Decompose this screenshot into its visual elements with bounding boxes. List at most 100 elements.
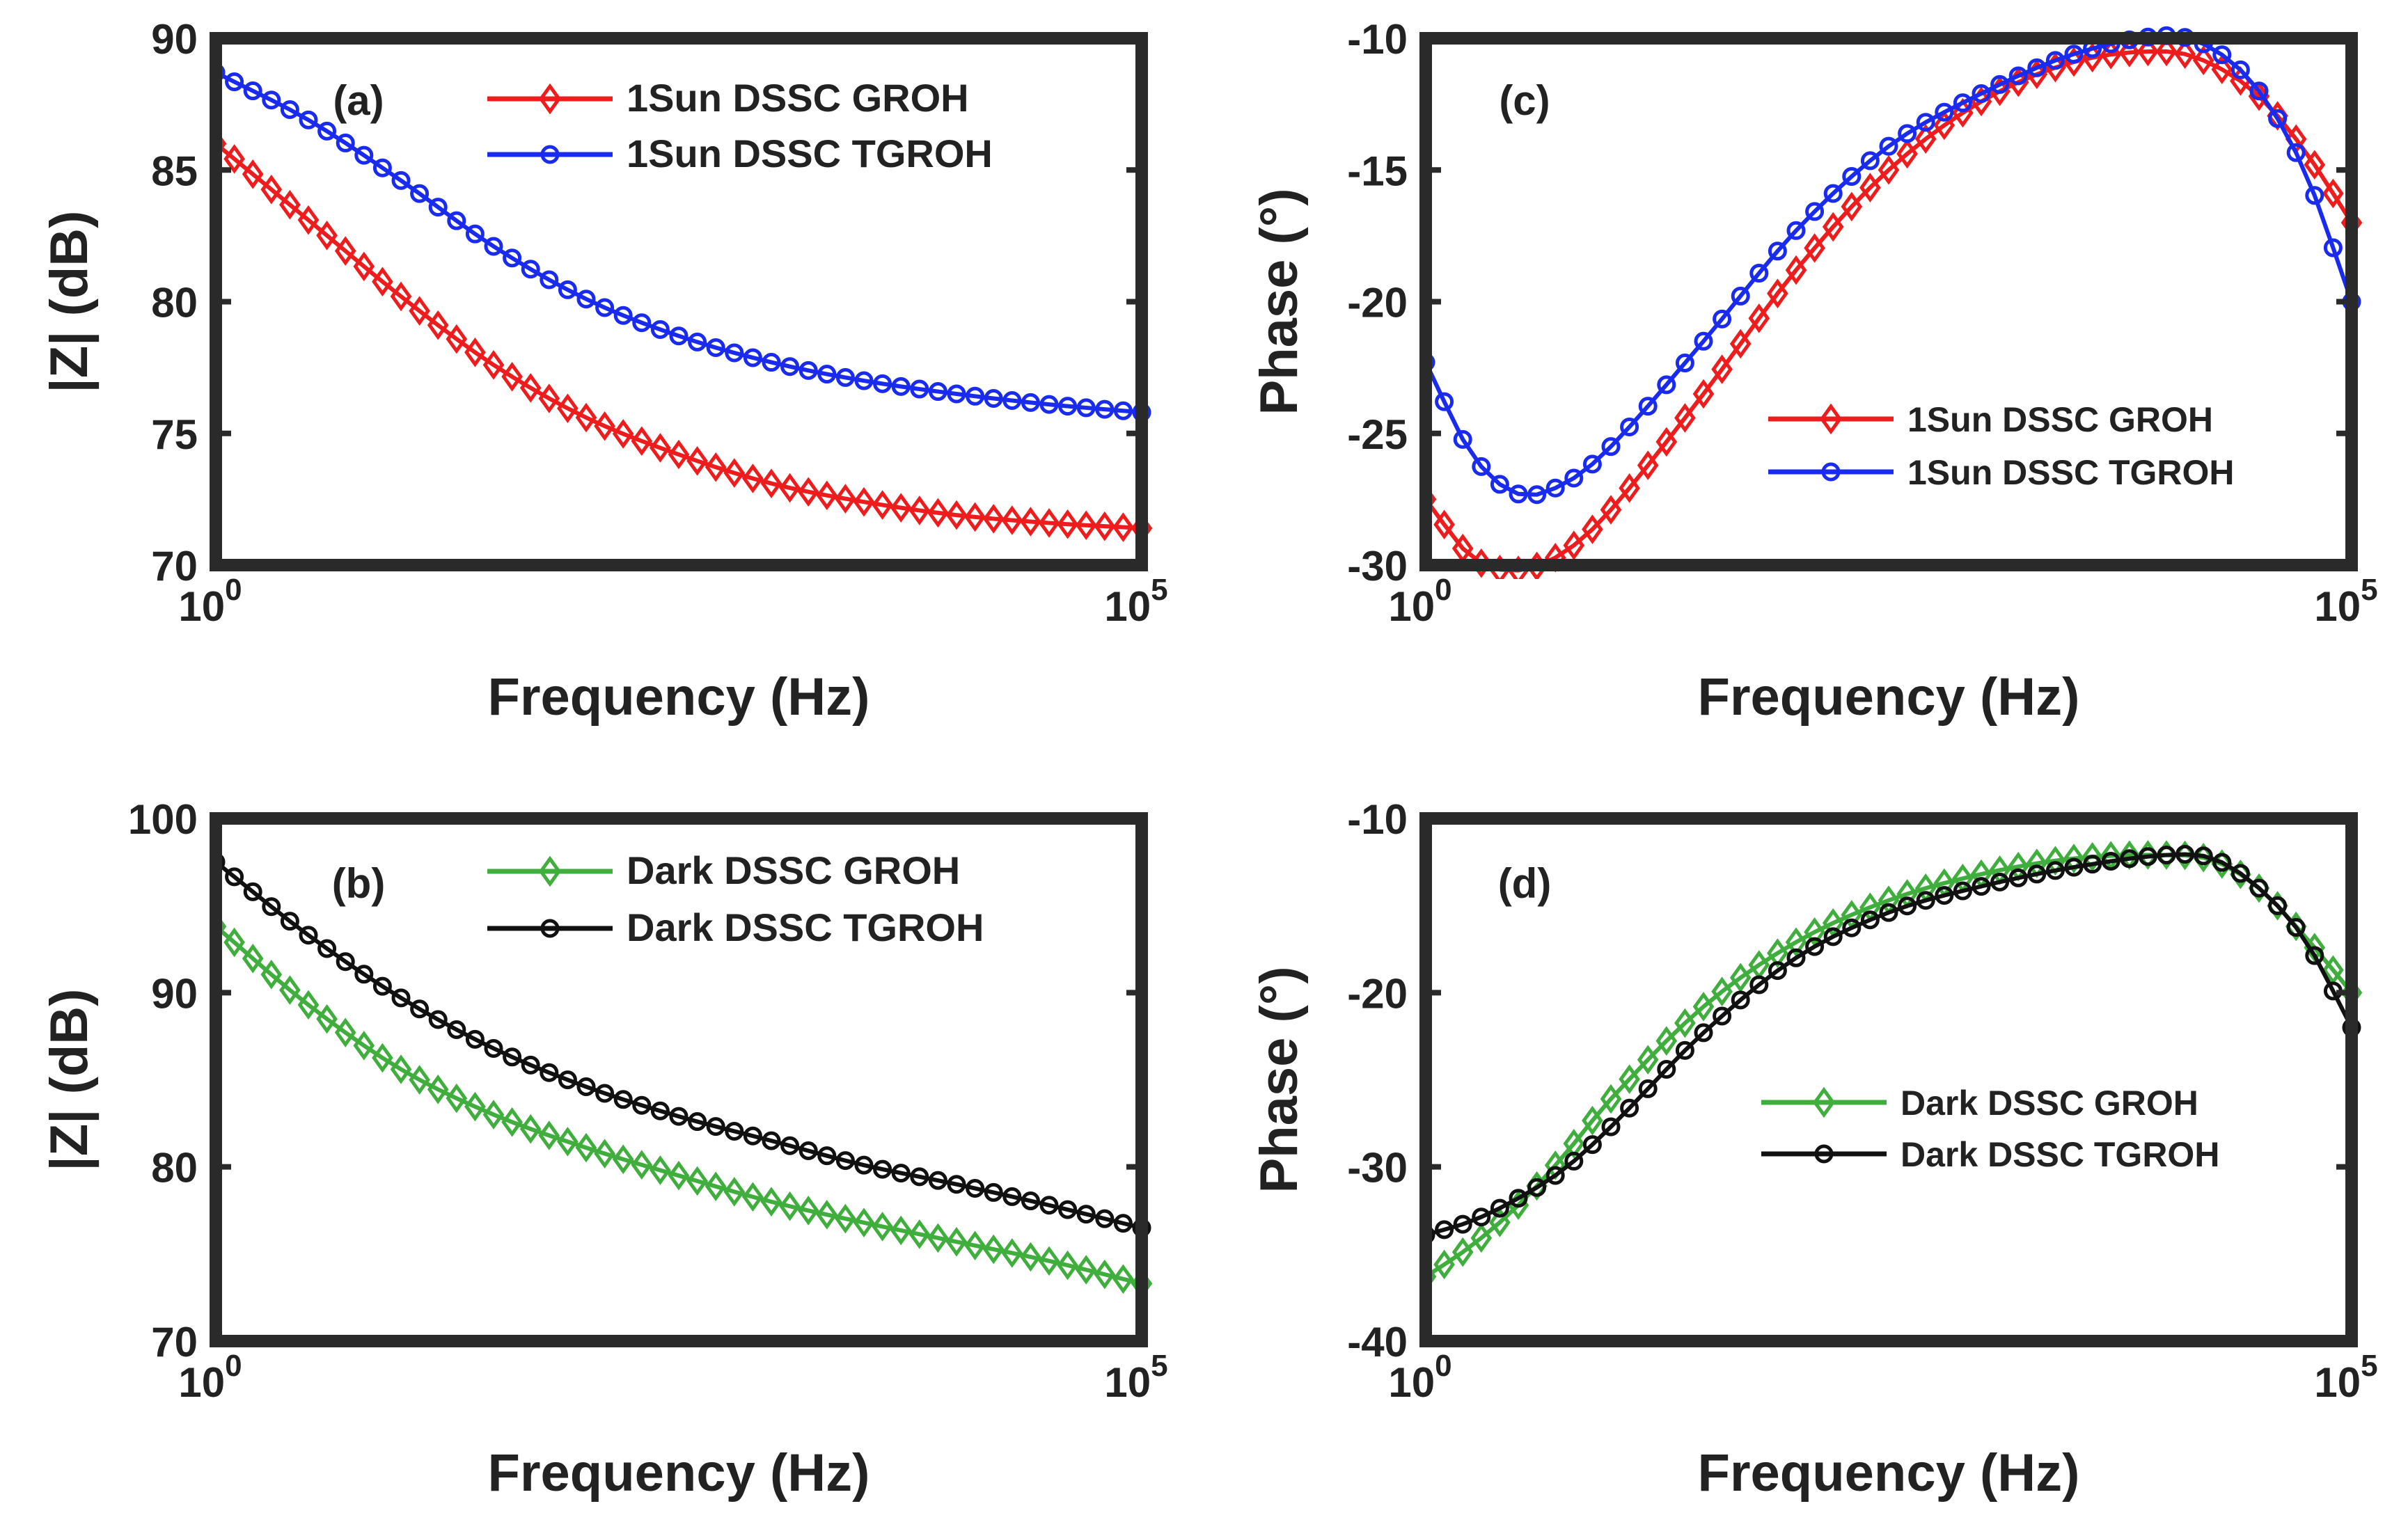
data-point-c-0-41 [2174,39,2196,69]
data-point-a-0-44 [1020,507,1041,537]
data-point-b-1-3 [262,897,281,917]
data-point-c-1-7 [1545,478,1565,498]
data-point-a-1-5 [299,110,318,129]
data-point-b-0-10 [390,1054,412,1084]
data-point-b-1-29 [743,1126,762,1146]
data-point-b-1-33 [817,1146,837,1166]
data-point-b-0-18 [538,1120,560,1150]
data-point-a-0-33 [816,480,838,511]
data-point-b-1-0 [216,853,226,872]
data-point-d-0-15 [1692,992,1715,1022]
yaxis-label-c: Phase (°) [1250,188,1309,415]
ytick-label-d-0: -40 [1347,1319,1408,1365]
legend-entry-b-0: Dark DSSC GROH [487,848,960,892]
panel-d: -40 -30 -20 -10 100 105 Frequency (Hz) Phase (°… [1250,796,2378,1503]
data-point-a-0-46 [1057,509,1078,539]
data-point-d-1-0 [1426,1225,1435,1244]
data-point-b-0-44 [1020,1242,1041,1272]
yaxis-label-b: |Z| (dB) [40,989,100,1171]
data-point-d-1-19 [1768,961,1787,981]
data-point-c-1-8 [1564,468,1584,488]
xtick-label-d-1: 105 [2314,1349,2377,1406]
data-point-b-1-17 [521,1055,540,1075]
data-point-a-0-26 [686,446,708,476]
data-point-c-0-12 [1637,450,1659,480]
data-point-b-1-18 [540,1063,559,1082]
ytick-label-d-3: -10 [1347,796,1408,843]
data-point-b-1-13 [447,1020,466,1040]
data-point-c-0-26 [1896,138,1918,169]
series-d-0 [1426,840,2363,1292]
data-point-c-1-28 [1935,102,1954,122]
axes-frame-b [210,812,1148,1347]
data-point-a-0-36 [872,490,893,520]
data-point-a-1-32 [798,361,818,380]
data-point-c-0-22 [1822,212,1844,242]
legend-marker-a-1 [540,145,560,164]
data-point-a-1-40 [947,384,966,404]
data-point-a-1-20 [576,290,596,309]
data-point-b-1-7 [336,952,355,972]
series-d-1 [1426,844,2361,1244]
data-point-c-1-6 [1527,485,1547,505]
data-point-b-1-9 [372,976,392,996]
data-point-a-0-9 [372,267,393,296]
data-point-b-0-14 [464,1091,486,1122]
data-point-d-1-16 [1713,1006,1732,1026]
data-point-b-1-4 [280,912,299,931]
data-point-b-0-1 [223,927,245,958]
data-point-d-1-18 [1749,975,1769,995]
data-point-d-1-41 [2175,844,2195,864]
data-point-a-1-45 [1039,395,1059,414]
data-point-c-0-42 [2192,45,2214,76]
data-point-c-1-21 [1805,202,1825,221]
legend-label-d-0: Dark DSSC GROH [1901,1084,2198,1123]
data-point-d-1-43 [2212,853,2232,872]
data-point-a-1-8 [354,145,374,165]
xtick-label-a-1: 105 [1104,573,1167,630]
data-point-b-0-28 [723,1177,746,1207]
data-point-d-1-36 [2083,855,2102,874]
data-point-c-1-10 [1601,437,1621,457]
axes-frame-d [1419,812,2358,1347]
panel-c: -30 -25 -20 -15 -10 100 105 Frequency (Hz) Phase… [1250,16,2378,727]
data-point-c-1-5 [1509,484,1528,504]
data-point-a-1-25 [669,326,688,346]
data-point-b-0-39 [927,1223,949,1253]
data-point-a-1-48 [1095,399,1115,419]
data-point-d-1-45 [2249,878,2269,898]
data-point-c-0-9 [1582,514,1603,544]
data-point-a-0-21 [594,411,615,441]
ytick-label-b-2: 90 [151,970,198,1017]
data-point-c-0-39 [2137,36,2159,67]
data-point-a-0-34 [835,484,856,514]
data-point-d-1-42 [2194,846,2213,866]
data-point-a-1-3 [262,90,281,110]
legend-label-c-1: 1Sun DSSC TGROH [1907,453,2234,492]
data-point-b-0-42 [982,1234,1005,1265]
data-point-b-1-37 [891,1164,911,1183]
data-point-d-1-48 [2305,946,2324,965]
yaxis-label-d: Phase (°) [1250,966,1309,1193]
data-point-a-0-1 [223,144,245,174]
data-point-a-0-30 [760,468,782,498]
data-point-d-1-35 [2064,857,2084,877]
data-point-a-0-32 [797,477,819,507]
data-point-c-1-11 [1620,417,1639,436]
data-point-a-0-2 [242,159,264,189]
data-point-a-0-25 [668,439,690,470]
data-point-b-1-31 [780,1136,800,1155]
data-point-c-1-1 [1435,392,1454,411]
data-point-b-1-25 [669,1107,688,1126]
data-point-c-1-49 [2323,238,2343,258]
data-point-a-0-12 [427,310,449,340]
ytick-label-a-2: 80 [151,280,198,326]
data-point-c-0-15 [1692,379,1715,409]
data-point-b-0-19 [557,1127,579,1157]
legend-marker-d-1 [1814,1144,1834,1164]
data-point-d-0-3 [1470,1223,1493,1253]
data-point-d-1-1 [1435,1220,1454,1239]
legend-label-a-0: 1Sun DSSC GROH [627,76,969,120]
data-point-a-0-48 [1094,511,1116,541]
legend-marker-b-1 [540,919,560,938]
